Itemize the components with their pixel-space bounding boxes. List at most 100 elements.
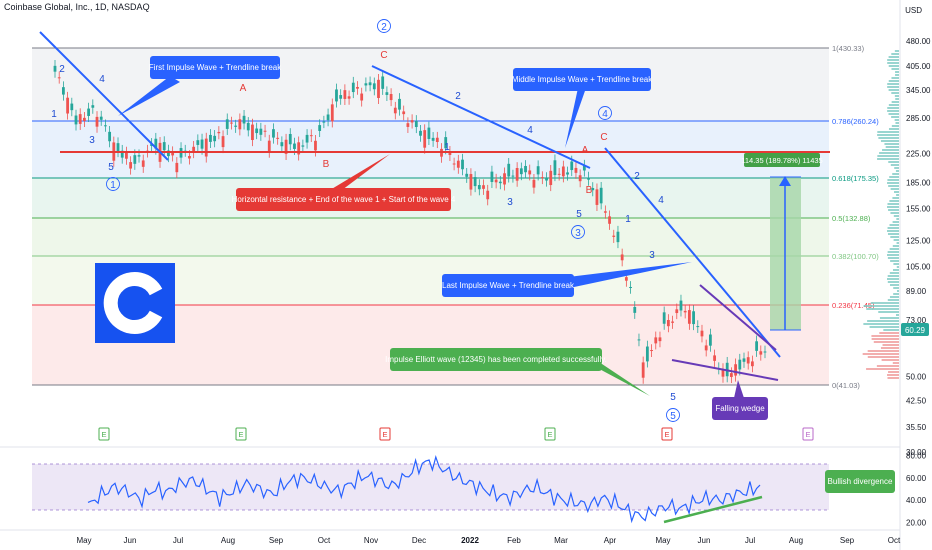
volume-profile-bar	[887, 233, 899, 235]
candle-body	[473, 177, 477, 187]
earnings-marker-label: E	[101, 430, 106, 439]
candle-body	[225, 119, 229, 129]
volume-profile-bar	[888, 65, 899, 67]
candle-body	[53, 65, 57, 72]
candle-body	[381, 76, 385, 89]
candle-body	[763, 351, 767, 353]
candle-body	[671, 321, 674, 323]
candle-body	[582, 165, 586, 171]
candle-body	[213, 135, 217, 142]
volume-profile-bar	[895, 314, 899, 316]
volume-profile-bar	[891, 77, 899, 79]
earnings-marker[interactable]: E	[544, 427, 556, 441]
circled-wave-number: 2	[381, 22, 387, 33]
circled-wave-number: 1	[110, 180, 116, 191]
candle-body	[230, 122, 233, 124]
trendline-3	[604, 147, 781, 358]
measure-arrow-head	[779, 176, 791, 186]
candle-body	[188, 155, 191, 159]
candle-body	[645, 346, 649, 362]
earnings-marker[interactable]: E	[235, 427, 247, 441]
fib-label: 0.5(132.88)	[832, 214, 871, 223]
volume-profile-bar	[879, 332, 899, 334]
volume-profile-bar	[890, 188, 899, 190]
volume-profile-bar	[888, 89, 899, 91]
y-tick-label: 480.00	[906, 37, 931, 46]
y-tick-label: 405.00	[906, 62, 931, 71]
candle-body	[599, 187, 603, 204]
fib-label: 1(430.33)	[832, 44, 865, 53]
volume-profile-bar	[888, 185, 899, 187]
candle-body	[347, 96, 351, 99]
volume-profile-bar	[888, 56, 899, 58]
rsi-tick-label: 60.00	[906, 474, 927, 483]
volume-profile-bar	[888, 161, 899, 163]
volume-profile-bar	[895, 74, 899, 76]
candle-body	[204, 138, 208, 157]
x-tick-label: Jun	[124, 536, 137, 545]
volume-profile-bar	[878, 311, 899, 313]
volume-profile-bar	[867, 356, 899, 358]
circled-wave-number: 3	[575, 228, 581, 239]
candle-body	[536, 166, 540, 175]
volume-profile-bar	[887, 206, 899, 208]
candle-body	[242, 115, 246, 124]
volume-profile-bar	[891, 101, 899, 103]
candle-body	[66, 97, 70, 114]
callout-last-impulse: Last Impulse Wave + Trendline break	[442, 274, 574, 297]
candle-body	[83, 117, 86, 122]
wave-label: 5	[576, 209, 582, 220]
candle-body	[104, 125, 107, 127]
circled-wave-label: 1	[106, 177, 120, 191]
earnings-marker[interactable]: E	[98, 427, 110, 441]
candle-body	[465, 173, 469, 177]
volume-profile-bar	[866, 308, 899, 310]
candle-body	[284, 139, 288, 154]
volume-profile-bar	[894, 167, 899, 169]
candle-body	[326, 114, 330, 121]
candle-body	[402, 111, 406, 115]
candle-body	[490, 171, 494, 182]
candle-body	[662, 312, 666, 324]
candle-body	[561, 166, 565, 177]
rsi-tick-label: 20.00	[906, 518, 927, 527]
candle-body	[692, 311, 695, 325]
volume-profile-bar	[871, 338, 899, 340]
x-tick-label: Feb	[507, 536, 521, 545]
candle-body	[608, 216, 611, 224]
earnings-marker[interactable]: E	[802, 427, 814, 441]
candle-body	[305, 134, 309, 143]
volume-profile-bar	[893, 287, 899, 289]
wave-label: 1	[51, 109, 57, 120]
volume-profile-bar	[877, 158, 899, 160]
candle-body	[120, 150, 124, 158]
candle-body	[267, 140, 271, 152]
candle-body	[318, 125, 322, 131]
earnings-marker[interactable]: E	[379, 427, 391, 441]
volume-profile-bar	[887, 182, 899, 184]
fib-label: 0.382(100.70)	[832, 252, 879, 261]
wave-label: 5	[108, 162, 114, 173]
candle-body	[675, 309, 679, 314]
fib-label: 0(41.03)	[832, 381, 860, 390]
x-tick-label: Oct	[888, 536, 901, 545]
volume-profile-bar	[887, 251, 899, 253]
wave-label: 3	[649, 250, 655, 261]
candle-body	[125, 152, 128, 159]
measure-label: 114.35 (189.78%) 11435	[741, 156, 822, 165]
earnings-marker[interactable]: E	[661, 427, 673, 441]
volume-profile-bar	[880, 347, 899, 349]
fib-label: 0.236(71.45)	[832, 301, 875, 310]
candle-body	[175, 162, 179, 173]
candle-body	[238, 119, 242, 130]
volume-profile-bar	[887, 257, 899, 259]
volume-profile-bar	[867, 320, 899, 322]
volume-profile-bar	[877, 134, 899, 136]
candle-body	[729, 373, 733, 377]
y-tick-label: 125.00	[906, 236, 931, 245]
volume-profile-bar	[880, 140, 899, 142]
candle-body	[385, 92, 389, 95]
y-tick-label: 89.00	[906, 287, 927, 296]
candle-body	[566, 172, 569, 175]
